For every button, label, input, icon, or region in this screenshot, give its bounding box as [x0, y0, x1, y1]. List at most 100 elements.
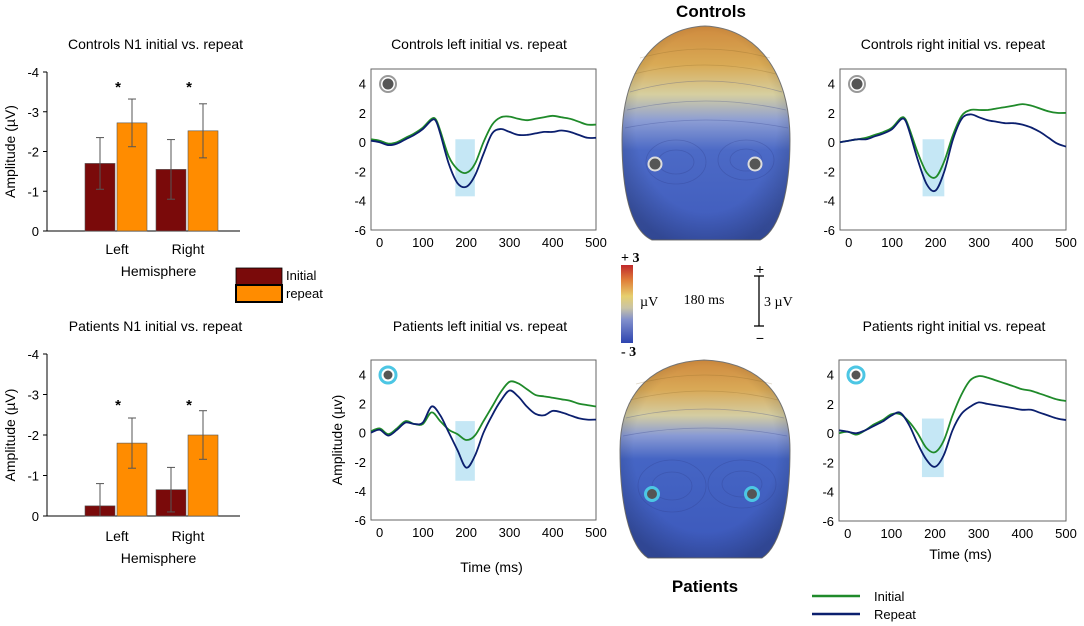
x-axis-label: Time (ms) [460, 559, 522, 575]
x-tick-label: 100 [412, 235, 434, 250]
controls-scalp-map [621, 25, 791, 241]
chart-title: Patients right initial vs. repeat [863, 318, 1046, 334]
x-tick-label: 500 [1055, 235, 1077, 250]
x-tick-label: 200 [924, 526, 946, 541]
y-tick-label: -2 [27, 428, 39, 443]
bar-legend-initial-label: Initial [286, 268, 316, 283]
line-legend: Initial Repeat [812, 589, 916, 622]
n1-time-window [921, 418, 944, 478]
y-axis-label: Amplitude (µV) [2, 105, 18, 198]
patients-scalp-map [619, 359, 791, 559]
series-line-repeat [370, 389, 597, 469]
x-category-label: Left [105, 528, 128, 544]
significance-marker: * [115, 79, 121, 96]
patients-left-erp-chart: Patients left initial vs. repeat 4 2 0 -2 -4 -… [329, 318, 607, 575]
patients-n1-bar-chart: Patients N1 initial vs. repeat 0 -1 -2 -3 -4 A… [2, 318, 242, 566]
x-axis-label: Hemisphere [121, 263, 197, 279]
y-tick-label: 4 [827, 368, 834, 383]
y-tick-label: -6 [822, 514, 834, 529]
controls-left-electrode [647, 156, 663, 172]
scale-bar-minus: − [756, 330, 764, 346]
chart-title: Patients N1 initial vs. repeat [69, 318, 243, 334]
chart-title: Patients left initial vs. repeat [393, 318, 567, 334]
line-legend-repeat-label: Repeat [874, 607, 916, 622]
y-tick-label: 4 [828, 77, 835, 92]
y-tick-label: -4 [27, 347, 39, 362]
significance-marker: * [186, 397, 192, 414]
y-tick-label: 4 [359, 368, 366, 383]
x-tick-label: 300 [499, 525, 521, 540]
scale-bar-value: 3 µV [764, 295, 793, 310]
x-category-label: Left [105, 241, 128, 257]
electrode-marker-dot [383, 370, 393, 380]
y-tick-label: -4 [823, 194, 835, 209]
y-tick-label: -2 [822, 455, 834, 470]
x-tick-label: 400 [542, 525, 564, 540]
series-line-initial [370, 380, 597, 441]
x-tick-label: 0 [845, 235, 852, 250]
y-tick-label: 0 [827, 426, 834, 441]
x-tick-label: 400 [542, 235, 564, 250]
chart-title: Controls left initial vs. repeat [391, 36, 567, 52]
significance-marker: * [186, 79, 192, 96]
series-line-repeat [838, 401, 1067, 468]
y-tick-label: 2 [359, 397, 366, 412]
y-tick-label: -1 [27, 469, 39, 484]
x-tick-label: 0 [376, 525, 383, 540]
x-tick-label: 300 [968, 235, 990, 250]
x-tick-label: 200 [925, 235, 947, 250]
plot-frame [839, 68, 1067, 231]
y-tick-label: 2 [828, 106, 835, 121]
series-line-initial [370, 114, 597, 175]
y-tick-label: -3 [27, 388, 39, 403]
y-tick-label: 0 [32, 224, 39, 239]
y-axis-label: Amplitude (µV) [2, 389, 18, 482]
patients-left-electrode [644, 486, 660, 502]
patients-heading: Patients [672, 577, 738, 596]
n1-time-window [922, 139, 945, 197]
series-line-repeat [370, 118, 597, 189]
y-tick-label: -6 [354, 513, 366, 528]
y-tick-label: -4 [822, 485, 834, 500]
x-tick-label: 300 [968, 526, 990, 541]
x-tick-label: 100 [881, 526, 903, 541]
y-tick-label: -2 [354, 164, 366, 179]
y-tick-label: -6 [823, 223, 835, 238]
y-tick-label: 0 [828, 135, 835, 150]
series-line-repeat [839, 113, 1067, 193]
x-category-label: Right [172, 241, 205, 257]
electrode-marker-dot [851, 78, 863, 90]
x-tick-label: 200 [455, 525, 477, 540]
controls-left-erp-chart: Controls left initial vs. repeat 4 2 0 -2 -4 -… [354, 36, 606, 250]
scalp-time-label: 180 ms [684, 293, 725, 308]
n1-time-window [455, 139, 475, 197]
patients-right-electrode [744, 486, 760, 502]
bar-legend: Initial repeat [235, 267, 323, 303]
bar-legend-initial-swatch [235, 267, 283, 286]
patients-right-erp-chart: Patients right initial vs. repeat 4 2 0 -2 -4… [822, 318, 1076, 562]
y-tick-label: -4 [354, 194, 366, 209]
y-tick-label: 4 [359, 77, 366, 92]
amplitude-scale-bar: + − 3 µV [754, 261, 793, 346]
colorbar: + 3 - 3 µV 180 ms [621, 251, 724, 360]
chart-title: Controls right initial vs. repeat [861, 36, 1046, 52]
x-tick-label: 200 [455, 235, 477, 250]
y-tick-label: -4 [354, 484, 366, 499]
colorbar-unit-label: µV [640, 295, 658, 310]
x-axis-label: Time (ms) [929, 546, 991, 562]
x-tick-label: 500 [585, 235, 607, 250]
x-tick-label: 500 [1055, 526, 1077, 541]
colorbar-min-label: - 3 [621, 345, 636, 360]
electrode-marker-dot [851, 370, 861, 380]
x-tick-label: 400 [1012, 235, 1034, 250]
colorbar-max-label: + 3 [621, 251, 639, 266]
controls-n1-bar-chart: Controls N1 initial vs. repeat 0 -1 -2 -3 -4 A… [2, 36, 243, 279]
controls-right-erp-chart: Controls right initial vs. repeat 4 2 0 -2 -4… [823, 36, 1076, 250]
y-tick-label: -2 [354, 455, 366, 470]
y-tick-label: 0 [32, 509, 39, 524]
y-tick-label: 2 [827, 397, 834, 412]
electrode-marker-dot [382, 78, 394, 90]
plot-frame [370, 359, 597, 521]
x-category-label: Right [172, 528, 205, 544]
